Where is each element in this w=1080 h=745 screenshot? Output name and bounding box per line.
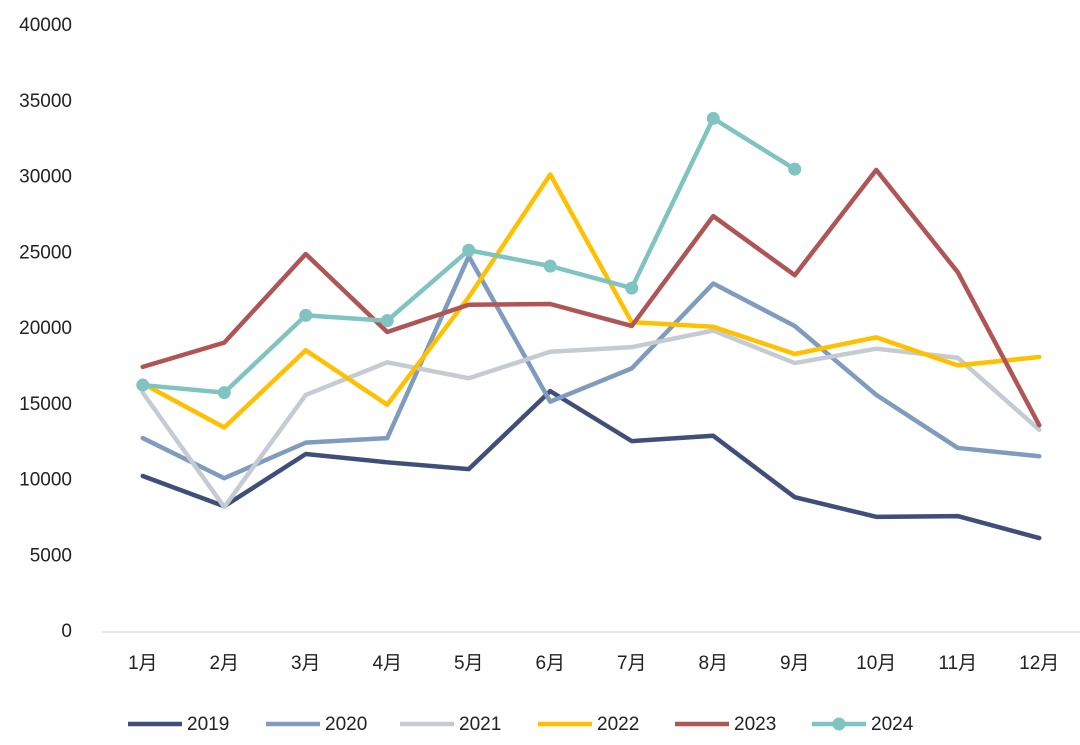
- series-line: [140, 254, 1042, 481]
- point-marker: [136, 378, 150, 392]
- series-line: [140, 328, 1042, 510]
- y-tick-label: 35000: [19, 91, 72, 112]
- x-tick-label: 12月: [1019, 653, 1059, 674]
- x-tick-label: 9月: [780, 653, 810, 674]
- x-tick-label: 4月: [372, 653, 402, 674]
- x-tick-label: 11月: [938, 653, 977, 674]
- y-tick-label: 15000: [19, 394, 72, 415]
- x-tick-label: 8月: [698, 653, 728, 674]
- legend-label: 2019: [187, 714, 229, 735]
- legend-label: 2021: [459, 714, 501, 735]
- y-tick-label: 30000: [19, 167, 72, 188]
- point-marker: [217, 386, 231, 400]
- point-marker: [625, 281, 639, 295]
- legend-label: 2022: [597, 714, 639, 735]
- y-tick-label: 10000: [19, 470, 72, 491]
- series-line: [140, 172, 1042, 430]
- x-tick-label: 3月: [291, 653, 321, 674]
- point-marker: [299, 308, 313, 322]
- point-marker: [788, 162, 802, 176]
- y-tick-label: 40000: [19, 15, 72, 36]
- y-tick-label: 20000: [19, 318, 72, 339]
- legend-label: 2023: [734, 714, 776, 735]
- y-tick-label: 25000: [19, 242, 72, 263]
- x-tick-label: 7月: [617, 653, 647, 674]
- legend-marker: [832, 717, 846, 731]
- legend-label: 2024: [871, 714, 914, 735]
- point-marker: [706, 111, 720, 125]
- point-marker: [380, 314, 394, 328]
- x-tick-label: 2月: [209, 653, 239, 674]
- series-line: [140, 388, 1042, 541]
- x-tick-label: 1月: [128, 653, 158, 674]
- y-tick-label: 0: [61, 621, 72, 642]
- series-line: [140, 167, 1042, 428]
- point-marker: [543, 259, 557, 273]
- x-tick-label: 10月: [856, 653, 896, 674]
- y-tick-label: 5000: [30, 545, 72, 566]
- legend-label: 2020: [325, 714, 367, 735]
- x-tick-label: 5月: [454, 653, 484, 674]
- point-marker: [462, 243, 476, 257]
- x-tick-label: 6月: [535, 653, 565, 674]
